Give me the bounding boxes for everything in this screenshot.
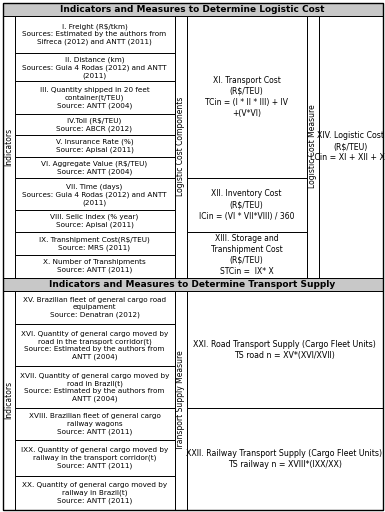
Bar: [186, 232, 306, 278]
Bar: [2, 3, 383, 15]
Bar: [15, 81, 174, 114]
Text: XI. Transport Cost
(R$/TEU)
TCin = (I * II * III) + IV
+(V*VI): XI. Transport Cost (R$/TEU) TCin = (I * …: [205, 76, 288, 118]
Bar: [2, 15, 383, 278]
Bar: [15, 232, 174, 255]
Bar: [174, 291, 186, 509]
Text: XIII. Storage and
Transhipment Cost
(R$/TEU)
STCin =  IX* X: XIII. Storage and Transhipment Cost (R$/…: [211, 233, 282, 276]
Bar: [2, 278, 383, 291]
Text: VIII. Selic Index (% year)
Source: Apisal (2011): VIII. Selic Index (% year) Source: Apisa…: [50, 214, 139, 228]
Bar: [15, 210, 174, 232]
Bar: [15, 178, 174, 210]
Text: X. Number of Transhipments
Source: ANTT (2011): X. Number of Transhipments Source: ANTT …: [43, 259, 146, 273]
Text: XIV. Logistic Cost
(R$/TEU)
LCin = XI + XII + XIII: XIV. Logistic Cost (R$/TEU) LCin = XI + …: [310, 131, 385, 162]
Bar: [186, 409, 383, 509]
Bar: [306, 15, 318, 278]
Bar: [15, 367, 174, 409]
Bar: [318, 15, 383, 278]
Text: Logistic Cost Components: Logistic Cost Components: [176, 97, 185, 196]
Bar: [2, 15, 15, 278]
Text: XV. Brazilian fleet of general cargo road
equipament
Source: Denatran (2012): XV. Brazilian fleet of general cargo roa…: [23, 297, 166, 318]
Bar: [15, 409, 174, 440]
Text: Indicators: Indicators: [4, 127, 13, 166]
Text: XX. Quantity of general cargo moved by
railway in Brazil(t)
Source: ANTT (2011): XX. Quantity of general cargo moved by r…: [22, 482, 167, 504]
Text: II. Distance (km)
Sources: Guia 4 Rodas (2012) and ANTT
(2011): II. Distance (km) Sources: Guia 4 Rodas …: [22, 56, 167, 78]
Text: XVII. Quantity of general cargo moved by
road in Brazil(t)
Source: Estimated by : XVII. Quantity of general cargo moved by…: [20, 373, 169, 402]
Text: XVI. Quantity of general cargo moved by
road in the transport corridor(t)
Source: XVI. Quantity of general cargo moved by …: [21, 331, 168, 360]
Bar: [15, 135, 174, 157]
Text: I. Freight (R$/tkm)
Sources: Estimated by the authors from
Sifreca (2012) and AN: I. Freight (R$/tkm) Sources: Estimated b…: [22, 24, 167, 46]
Bar: [2, 291, 15, 509]
Bar: [15, 157, 174, 178]
Text: IXX. Quantity of general cargo moved by
railway in the transport corridor(t)
Sou: IXX. Quantity of general cargo moved by …: [21, 447, 168, 469]
Text: IV.Toll (R$/TEU)
Source: ABCR (2012): IV.Toll (R$/TEU) Source: ABCR (2012): [57, 117, 132, 132]
Text: Indicators and Measures to Determine Logistic Cost: Indicators and Measures to Determine Log…: [60, 5, 325, 13]
Text: III. Quantity shipped in 20 feet
container(t/TEU)
Source: ANTT (2004): III. Quantity shipped in 20 feet contain…: [40, 87, 149, 109]
Bar: [15, 324, 174, 367]
Text: Transport Supply Measure: Transport Supply Measure: [176, 350, 185, 450]
Text: IX. Transhipment Cost(R$/TEU)
Source: MRS (2011): IX. Transhipment Cost(R$/TEU) Source: MR…: [39, 236, 150, 250]
Text: XVIII. Brazilian fleet of general cargo
railway wagons
Source: ANTT (2011): XVIII. Brazilian fleet of general cargo …: [28, 413, 161, 435]
Bar: [15, 440, 174, 476]
Text: Logistic Cost Measure: Logistic Cost Measure: [308, 104, 317, 188]
Text: Indicators and Measures to Determine Transport Supply: Indicators and Measures to Determine Tra…: [49, 280, 336, 289]
Bar: [186, 15, 306, 178]
Text: Indicators: Indicators: [4, 381, 13, 419]
Bar: [15, 255, 174, 278]
Text: XXI. Road Transport Supply (Cargo Fleet Units)
TS road n = XV*(XVI/XVII): XXI. Road Transport Supply (Cargo Fleet …: [193, 339, 376, 359]
Bar: [15, 476, 174, 509]
Bar: [15, 291, 174, 324]
Bar: [15, 15, 174, 53]
Text: V. Insurance Rate (%)
Source: Apisal (2011): V. Insurance Rate (%) Source: Apisal (20…: [55, 139, 134, 153]
Bar: [186, 291, 383, 409]
Bar: [15, 53, 174, 81]
Text: XXII. Railway Transport Supply (Cargo Fleet Units)
TS railway n = XVIII*(IXX/XX): XXII. Railway Transport Supply (Cargo Fl…: [186, 449, 383, 469]
Bar: [2, 291, 383, 509]
Text: VI. Aggregate Value (R$/TEU)
Source: ANTT (2004): VI. Aggregate Value (R$/TEU) Source: ANT…: [42, 160, 147, 175]
Text: XII. Inventory Cost
(R$/TEU)
ICin = (VI * VII*VIII) / 360: XII. Inventory Cost (R$/TEU) ICin = (VI …: [199, 189, 294, 221]
Bar: [15, 114, 174, 135]
Text: VII. Time (days)
Sources: Guia 4 Rodas (2012) and ANTT
(2011): VII. Time (days) Sources: Guia 4 Rodas (…: [22, 183, 167, 205]
Bar: [186, 178, 306, 232]
Bar: [174, 15, 186, 278]
